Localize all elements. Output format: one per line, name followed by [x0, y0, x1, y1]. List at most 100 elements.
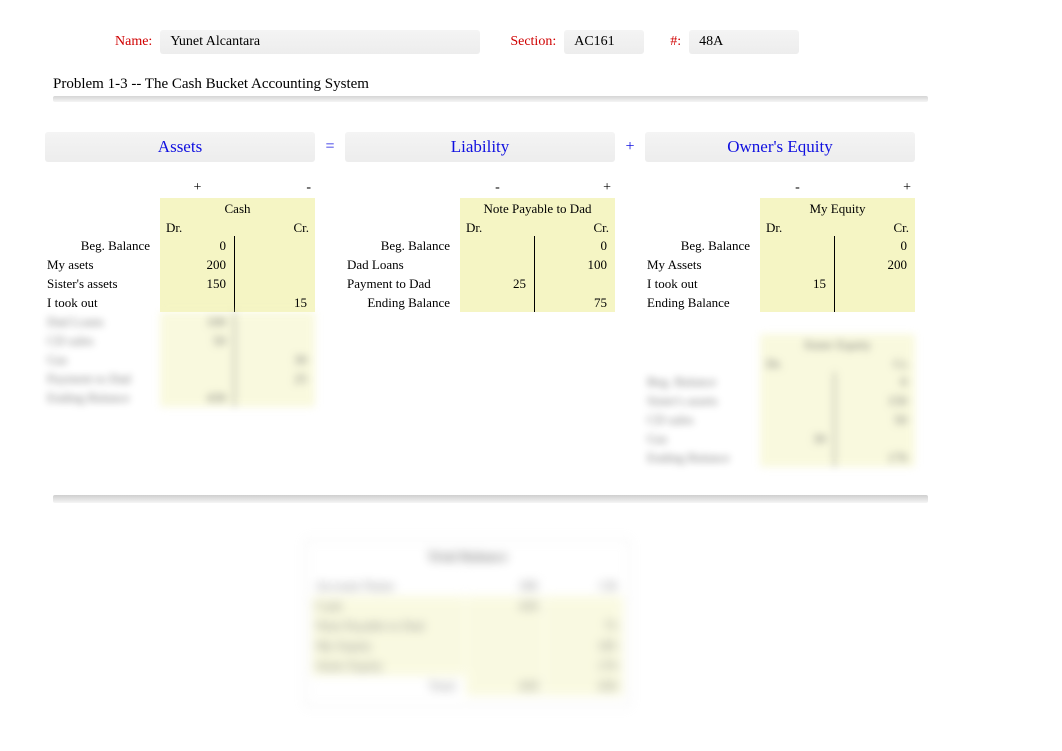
row-debit: [760, 293, 835, 312]
row-credit: 170: [835, 448, 915, 467]
row-debit: [760, 410, 835, 429]
row-label: Beg. Balance: [45, 236, 160, 255]
minus-sign: -: [760, 180, 835, 196]
row-credit: 0: [835, 372, 915, 391]
equals-sign: =: [315, 132, 345, 156]
ledger-row: Beg. Balance 0: [345, 236, 615, 255]
plus-sign: +: [535, 180, 615, 196]
cr-header: Cr.: [235, 220, 315, 236]
section-input[interactable]: AC161: [564, 30, 644, 54]
row-label: My Assets: [645, 255, 760, 274]
trial-balance-total: Total 430 430: [312, 676, 623, 696]
row-credit: [235, 274, 315, 293]
assets-column: Assets + - Cash Dr. Cr. Beg. Balance0My …: [45, 132, 315, 407]
liability-rows: Beg. Balance 0 Dad Loans 100 Payment to Dad2…: [345, 236, 615, 312]
sister-equity-account: Sister Equity Dr. Cr. Beg. Balance0Siste…: [645, 334, 915, 467]
name-label: Name:: [115, 34, 152, 50]
row-label: Ending Balance: [645, 293, 760, 312]
liability-heading: Liability: [345, 132, 615, 162]
trial-balance-row: Cash430: [312, 596, 623, 616]
ledger-row: Beg. Balance 0: [645, 236, 915, 255]
row-credit: 30: [235, 350, 315, 369]
trial-balance-card: Trial Balance Account Name DR CR Cash430…: [305, 539, 630, 707]
dr-header: Dr.: [160, 220, 235, 236]
row-credit: 0: [835, 236, 915, 255]
row-label: Beg. Balance: [645, 236, 760, 255]
row-credit: [235, 388, 315, 407]
ledger-row: Gas30: [45, 350, 315, 369]
number-input[interactable]: 48A: [689, 30, 799, 54]
ledger-row: Ending Balance 170: [645, 448, 915, 467]
row-debit: [460, 293, 535, 312]
row-debit: 0: [160, 236, 235, 255]
row-debit: 50: [160, 331, 235, 350]
ledger-row: Payment to Dad25: [45, 369, 315, 388]
row-credit: 75: [535, 293, 615, 312]
row-credit: [835, 429, 915, 448]
ledger-row: Dad Loans 100: [345, 255, 615, 274]
row-credit: 25: [235, 369, 315, 388]
assets-heading: Assets: [45, 132, 315, 162]
ledger-row: CD sales50: [45, 331, 315, 350]
row-debit: 100: [160, 312, 235, 331]
minus-sign: -: [460, 180, 535, 196]
row-debit: [160, 369, 235, 388]
assets-rows: Beg. Balance0My asets200Sister's assets 1…: [45, 236, 315, 312]
dr-header: Dr.: [760, 220, 835, 236]
row-credit: [535, 274, 615, 293]
row-debit: [760, 255, 835, 274]
row-label: Dad Loans: [45, 312, 160, 331]
row-credit: [235, 236, 315, 255]
ledger-row: Beg. Balance0: [45, 236, 315, 255]
account-title-sister: Sister Equity: [760, 334, 915, 356]
row-debit: [760, 372, 835, 391]
row-debit: [460, 236, 535, 255]
row-label: I took out: [645, 274, 760, 293]
row-debit: [460, 255, 535, 274]
row-label: Dad Loans: [345, 255, 460, 274]
row-credit: [235, 312, 315, 331]
name-input[interactable]: Yunet Alcantara: [160, 30, 480, 54]
row-credit: [835, 274, 915, 293]
ledger-row: My Assets 200: [645, 255, 915, 274]
trial-balance-row: Note Payable to Dad75: [312, 616, 623, 636]
row-debit: 25: [460, 274, 535, 293]
row-label: CD sales: [645, 410, 760, 429]
row-credit: 150: [835, 391, 915, 410]
account-title-equity: My Equity: [760, 198, 915, 220]
row-credit: 0: [535, 236, 615, 255]
plus-sign: +: [160, 180, 235, 196]
divider-top: [53, 96, 928, 102]
row-credit: [235, 255, 315, 274]
ledger-row: Ending Balance430: [45, 388, 315, 407]
row-credit: 100: [535, 255, 615, 274]
row-debit: [760, 236, 835, 255]
header-row: Name: Yunet Alcantara Section: AC161 #: …: [115, 30, 1017, 54]
ledger-row: Gas30: [645, 429, 915, 448]
trial-balance-row: My Equity185: [312, 636, 623, 656]
equity-column: Owner's Equity - + My Equity Dr. Cr. Beg…: [645, 132, 915, 467]
ledger-row: Dad Loans100: [45, 312, 315, 331]
equity-signs: - +: [645, 180, 915, 196]
row-credit: 15: [235, 293, 315, 312]
row-label: Sister's assets: [45, 274, 160, 293]
row-label: Ending Balance: [45, 388, 160, 407]
row-credit: 200: [835, 255, 915, 274]
row-label: Beg. Balance: [345, 236, 460, 255]
accounting-equation: Assets + - Cash Dr. Cr. Beg. Balance0My …: [45, 132, 1017, 467]
row-label: Payment to Dad: [345, 274, 460, 293]
trial-balance-title: Trial Balance: [312, 546, 623, 576]
row-label: My asets: [45, 255, 160, 274]
ledger-row: Ending Balance75: [345, 293, 615, 312]
assets-blurred-rows: Dad Loans100CD sales50Gas30Payment to Da…: [45, 312, 315, 407]
cr-header: Cr.: [535, 220, 615, 236]
row-label: CD sales: [45, 331, 160, 350]
row-debit: 200: [160, 255, 235, 274]
row-credit: [235, 331, 315, 350]
row-label: Ending Balance: [645, 448, 760, 467]
row-debit: 15: [760, 274, 835, 293]
plus-sign: +: [615, 132, 645, 156]
row-label: Sister's assets: [645, 391, 760, 410]
divider-bottom: [53, 495, 928, 503]
ledger-row: I took out15: [45, 293, 315, 312]
